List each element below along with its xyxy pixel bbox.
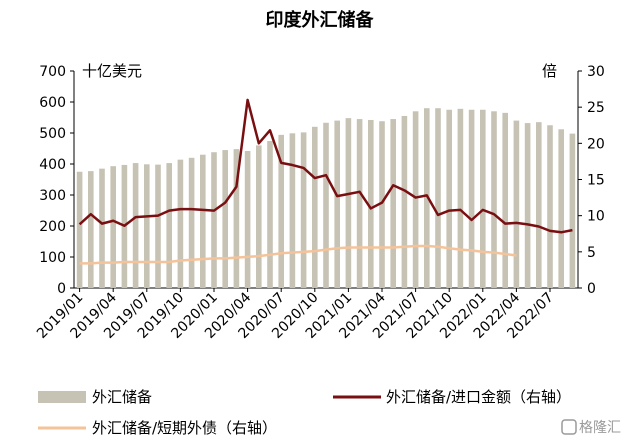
bar-reserves (345, 118, 352, 289)
bar-reserves (356, 119, 363, 288)
bar-reserves (435, 108, 441, 288)
left-tick-label: 200 (39, 219, 66, 235)
bar-reserves (446, 109, 452, 288)
bar-reserves (99, 168, 105, 288)
bar-reserves (536, 122, 542, 289)
bar-reserves (110, 166, 116, 288)
watermark-text: 格隆汇 (579, 420, 621, 436)
lines-layer (78, 98, 573, 265)
x-tick-labels: 2019/012019/042019/072019/102020/012020/… (34, 288, 557, 342)
left-tick-label: 400 (39, 157, 66, 173)
bar-reserves (177, 159, 184, 288)
bar-reserves (289, 133, 296, 288)
bar-reserves (502, 112, 508, 288)
bars-layer (76, 108, 576, 289)
bar-reserves (368, 119, 374, 288)
bar-reserves (569, 133, 576, 288)
bar-reserves (300, 132, 307, 288)
bar-reserves (524, 123, 531, 288)
bar-reserves (267, 141, 273, 288)
right-tick-label: 20 (587, 136, 605, 152)
watermark-icon (561, 419, 577, 435)
right-tick-label: 10 (587, 209, 605, 225)
bar-reserves (132, 163, 139, 288)
left-tick-label: 700 (39, 64, 66, 80)
left-tick-label: 600 (39, 95, 66, 111)
bar-reserves (88, 171, 94, 288)
bar-reserves (468, 109, 475, 288)
right-tick-label: 5 (587, 245, 596, 261)
line-debt-ratio (79, 244, 517, 265)
right-tick-label: 30 (587, 64, 605, 80)
bar-reserves (390, 119, 396, 288)
bar-reserves (244, 150, 251, 288)
legend: 外汇储备 外汇储备/进口金额（右轴） 外汇储备/短期外债（右轴） (38, 388, 571, 437)
right-tick-label: 15 (587, 173, 605, 189)
axes-layer: 0 100 200 300 400 500 600 700 0 5 10 15 20 25 30 (39, 64, 605, 297)
bar-reserves (211, 152, 217, 288)
bar-reserves (323, 122, 329, 289)
bar-reserves (222, 150, 228, 288)
bar-reserves (76, 171, 83, 288)
legend-label-import-ratio: 外汇储备/进口金额（右轴） (386, 388, 571, 406)
bar-reserves (401, 115, 408, 288)
left-tick-label: 0 (57, 281, 66, 297)
bar-reserves (424, 108, 430, 288)
bar-reserves (547, 125, 553, 288)
bar-reserves (256, 145, 262, 288)
bar-reserves (379, 121, 385, 288)
bar-reserves (491, 111, 497, 288)
chart-title: 印度外汇储备 (265, 10, 374, 31)
left-tick-label: 300 (39, 188, 66, 204)
right-axis-unit: 倍 (542, 62, 557, 80)
bar-reserves (144, 164, 150, 288)
bar-reserves (312, 126, 318, 288)
left-axis-unit: 十亿美元 (82, 62, 142, 80)
right-tick-label: 0 (587, 281, 596, 297)
right-tick-label: 25 (587, 100, 605, 116)
legend-swatch-reserves (38, 391, 86, 403)
bar-reserves (334, 120, 340, 288)
legend-label-reserves: 外汇储备 (92, 388, 152, 406)
bar-reserves (412, 111, 419, 288)
bar-reserves (457, 108, 464, 288)
bar-reserves (166, 163, 172, 288)
bar-reserves (480, 109, 486, 288)
bar-reserves (233, 149, 240, 288)
bar-reserves (513, 120, 520, 288)
bar-reserves (558, 129, 564, 288)
legend-label-debt-ratio: 外汇储备/短期外债（右轴） (92, 419, 277, 437)
bar-reserves (200, 154, 206, 288)
bar-reserves (188, 157, 195, 288)
bar-reserves (155, 164, 161, 288)
left-tick-label: 100 (39, 250, 66, 266)
watermark-logo: 格隆汇 (561, 419, 621, 436)
left-tick-label: 500 (39, 126, 66, 142)
line-import-ratio (78, 98, 573, 234)
bar-reserves (278, 134, 284, 288)
